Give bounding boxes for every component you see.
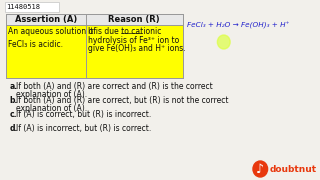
- Text: Assertion (A): Assertion (A): [15, 15, 77, 24]
- Text: a.: a.: [9, 82, 17, 91]
- FancyBboxPatch shape: [4, 2, 60, 12]
- Text: If both (A) and (R) are correct, but (R) is not the correct: If both (A) and (R) are correct, but (R)…: [16, 96, 229, 105]
- Text: d.: d.: [9, 124, 18, 133]
- Text: hydrolysis of Fe³⁺ ion to: hydrolysis of Fe³⁺ ion to: [88, 35, 179, 44]
- Text: Reason (R): Reason (R): [108, 15, 160, 24]
- FancyBboxPatch shape: [86, 25, 183, 78]
- Text: give Fe(OH)₃ and H⁺ ions.: give Fe(OH)₃ and H⁺ ions.: [88, 44, 185, 53]
- Text: An aqueous solution of
FeCl₃ is acidic.: An aqueous solution of FeCl₃ is acidic.: [8, 27, 96, 48]
- Text: If (A) is correct, but (R) is incorrect.: If (A) is correct, but (R) is incorrect.: [16, 110, 152, 119]
- Text: c.: c.: [9, 110, 17, 119]
- FancyBboxPatch shape: [6, 14, 183, 25]
- Text: FeCl₃ + H₂O → Fe(OH)₃ + H⁺: FeCl₃ + H₂O → Fe(OH)₃ + H⁺: [187, 22, 290, 29]
- Text: explanation of (A).: explanation of (A).: [16, 89, 88, 98]
- Circle shape: [253, 161, 268, 177]
- FancyBboxPatch shape: [6, 25, 86, 78]
- Text: explanation of (A).: explanation of (A).: [16, 103, 88, 112]
- Text: If (A) is incorrect, but (R) is correct.: If (A) is incorrect, but (R) is correct.: [16, 124, 152, 133]
- Text: b.: b.: [9, 96, 18, 105]
- Circle shape: [217, 35, 230, 49]
- Text: doubtnut: doubtnut: [269, 165, 316, 174]
- Text: It is due to cationic: It is due to cationic: [88, 27, 161, 36]
- Text: ♪: ♪: [256, 163, 264, 175]
- Text: 11480518: 11480518: [6, 4, 40, 10]
- Text: If both (A) and (R) are correct and (R) is the correct: If both (A) and (R) are correct and (R) …: [16, 82, 213, 91]
